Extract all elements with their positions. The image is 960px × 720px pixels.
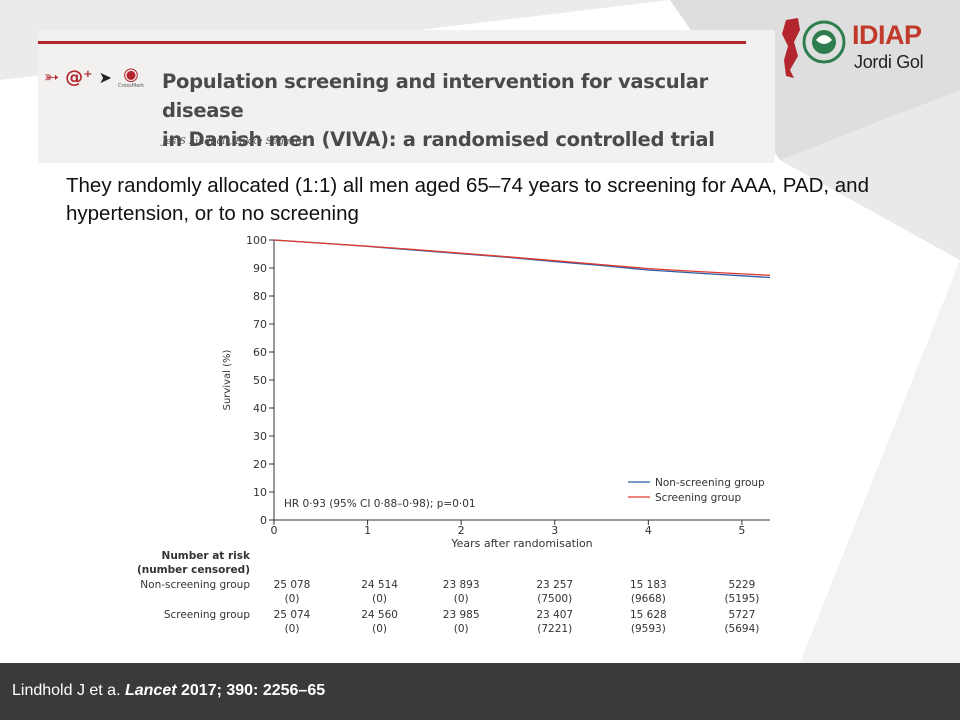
- risk-censored-value: (5694): [724, 623, 759, 635]
- risk-censored-value: (0): [372, 593, 387, 605]
- footer-journal: Lancet: [124, 682, 177, 699]
- y-tick-label: 80: [253, 290, 267, 303]
- legend-label: Non-screening group: [655, 477, 765, 489]
- footer-authors: Lindhold J et a.: [12, 682, 125, 699]
- y-tick-label: 90: [253, 262, 267, 275]
- footer-citation: Lindhold J et a. Lancet 2017; 390: 2256–…: [12, 682, 325, 700]
- y-tick-label: 60: [253, 346, 267, 359]
- risk-censored-value: (0): [372, 623, 387, 635]
- paper-title: Population screening and intervention fo…: [162, 67, 762, 154]
- y-tick-label: 70: [253, 318, 267, 331]
- risk-at-risk-value: 15 628: [630, 609, 667, 621]
- logo-text-jordi-gol: Jordi Gol: [854, 52, 924, 72]
- x-tick-label: 3: [551, 524, 558, 537]
- web-extra-icon: @⁺: [65, 66, 93, 88]
- crossmark-icon: ◉ CrossMark: [118, 64, 145, 89]
- risk-at-risk-value: 24 514: [361, 579, 398, 591]
- y-tick-label: 100: [246, 234, 267, 247]
- idiap-logo: IDIAP Jordi Gol: [776, 12, 926, 84]
- y-tick-label: 30: [253, 430, 267, 443]
- footer-reference: 2017; 390: 2256–65: [176, 682, 326, 699]
- risk-at-risk-value: 15 183: [630, 579, 667, 591]
- risk-at-risk-value: 23 893: [443, 579, 480, 591]
- survival-chart: 0 10 20 30 40 50 60 70 80 90 100 0 1 2 3 4 5 Survival (%)…: [132, 231, 775, 639]
- y-tick-label: 40: [253, 402, 267, 415]
- crossmark-label: CrossMark: [118, 83, 145, 89]
- risk-censored-value: (0): [454, 623, 469, 635]
- share-arrow-icon: ➳: [44, 66, 60, 88]
- paper-header-rule: [38, 41, 746, 44]
- risk-at-risk-value: 23 257: [536, 579, 573, 591]
- x-tick-label: 4: [645, 524, 652, 537]
- risk-censored-value: (5195): [724, 593, 759, 605]
- paper-authors: Jes S Lindholt, Rikke Søgaard: [162, 136, 306, 147]
- x-tick-label: 2: [458, 524, 465, 537]
- y-tick-label: 50: [253, 374, 267, 387]
- x-tick-label: 0: [271, 524, 278, 537]
- survival-chart-svg: 0 10 20 30 40 50 60 70 80 90 100 0 1 2 3 4 5 Survival (%)…: [137, 234, 771, 635]
- risk-at-risk-value: 25 078: [274, 579, 311, 591]
- risk-censored-value: (0): [285, 593, 300, 605]
- risk-at-risk-value: 5727: [729, 609, 756, 621]
- risk-at-risk-value: 25 074: [274, 609, 311, 621]
- paper-title-line1: Population screening and intervention fo…: [162, 70, 708, 122]
- risk-censored-value: (0): [454, 593, 469, 605]
- y-tick-label: 0: [260, 514, 267, 527]
- logo-text-idiap: IDIAP: [852, 20, 922, 50]
- risk-censored-value: (7221): [537, 623, 572, 635]
- risk-censored-value: (0): [285, 623, 300, 635]
- risk-at-risk-value: 24 560: [361, 609, 398, 621]
- risk-table-header: Number at risk: [162, 550, 251, 562]
- y-tick-label: 10: [253, 486, 267, 499]
- paper-title-line2: in Danish men (VIVA): a randomised contr…: [162, 128, 715, 151]
- paper-icon-row: ➳ @⁺ ➤ ◉ CrossMark: [44, 66, 144, 89]
- x-tick-label: 5: [738, 524, 745, 537]
- risk-censored-value: (9593): [631, 623, 666, 635]
- risk-censored-value: (7500): [537, 593, 572, 605]
- cursor-icon: ➤: [98, 67, 113, 87]
- risk-at-risk-value: 23 985: [443, 609, 480, 621]
- x-tick-label: 1: [364, 524, 371, 537]
- y-axis-label: Survival (%): [222, 350, 233, 411]
- series-line-screening: [273, 239, 771, 276]
- chart-annotation: HR 0·93 (95% CI 0·88–0·98); p=0·01: [284, 498, 476, 510]
- risk-at-risk-value: 5229: [729, 579, 756, 591]
- risk-row-label: Screening group: [164, 609, 251, 621]
- x-axis-label: Years after randomisation: [450, 537, 592, 550]
- legend-label: Screening group: [655, 492, 742, 504]
- risk-row-label: Non-screening group: [140, 579, 250, 591]
- risk-at-risk-value: 23 407: [536, 609, 573, 621]
- logo-emblem-icon: [782, 18, 846, 78]
- risk-censored-value: (9668): [631, 593, 666, 605]
- risk-table-subheader: (number censored): [137, 564, 250, 576]
- paper-header: ➳ @⁺ ➤ ◉ CrossMark Population screening …: [38, 30, 775, 163]
- footer-bar: Lindhold J et a. Lancet 2017; 390: 2256–…: [0, 663, 960, 720]
- slide-body-text: They randomly allocated (1:1) all men ag…: [66, 174, 869, 225]
- y-tick-label: 20: [253, 458, 267, 471]
